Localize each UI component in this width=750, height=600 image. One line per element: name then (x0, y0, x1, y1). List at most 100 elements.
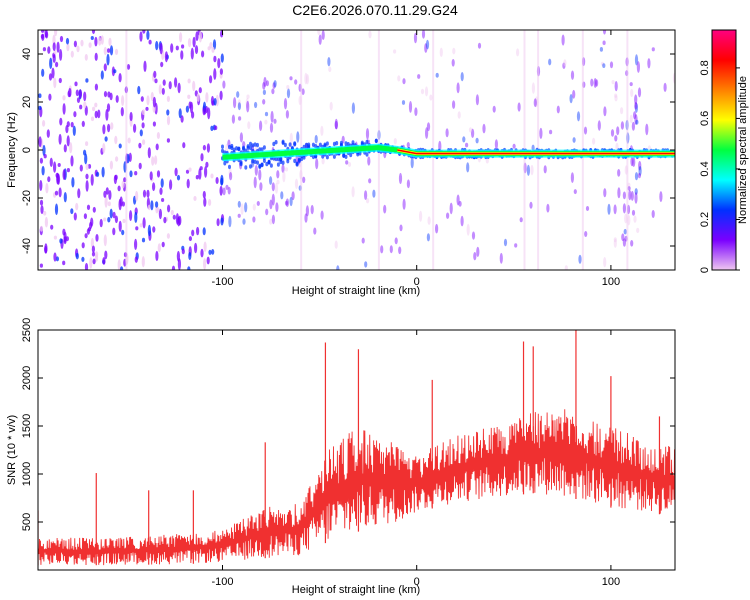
spectrogram-band-blob (332, 154, 336, 159)
spectrogram-band-blob (304, 142, 308, 148)
spectrogram-noise-blob (629, 114, 633, 124)
x-tick-label: -100 (211, 276, 233, 288)
spectrogram-y-axis-label: Frequency (Hz) (6, 112, 18, 188)
spectrogram-band-blob (318, 142, 322, 147)
spectrogram-noise-blob (99, 218, 103, 228)
spectrogram-noise-blob (142, 217, 146, 229)
spectrogram-band-blob (253, 142, 257, 147)
spectrogram-noise-blob (301, 88, 305, 95)
spectrogram-noise-blob (445, 128, 449, 138)
spectrogram-noise-blob (564, 265, 568, 270)
spectrogram-noise-blob (63, 236, 67, 245)
spectrogram-noise-blob (40, 34, 45, 39)
spectrogram-noise-blob (274, 182, 279, 194)
spectrogram-noise-blob (620, 107, 624, 115)
spectrogram-noise-blob (84, 262, 89, 270)
spectrogram-noise-blob (97, 109, 101, 119)
spectrogram-noise-blob (286, 88, 291, 99)
spectrogram-noise-blob (546, 203, 550, 213)
spectrogram-noise-blob (210, 95, 215, 106)
spectrogram-noise-blob (616, 126, 620, 136)
spectrogram-noise-blob (185, 169, 190, 174)
spectrogram-noise-blob (229, 172, 233, 181)
spectrogram-band-blob (251, 159, 255, 164)
spectrogram-noise-blob (76, 45, 80, 53)
spectrogram-noise-blob (92, 258, 96, 265)
spectrogram-noise-blob (145, 106, 149, 111)
spectrogram-noise-blob (83, 91, 87, 102)
spectrogram-noise-blob (65, 37, 70, 45)
spectrogram-noise-blob (68, 87, 72, 98)
spectrogram-noise-blob (304, 213, 308, 223)
spectrogram-noise-blob (122, 218, 126, 224)
snr-panel: -100 0 100 500 1000 1500 2000 2500 Height of st… (6, 318, 676, 596)
spectrogram-band-blob (228, 164, 231, 170)
spectrogram-noise-blob (171, 265, 176, 270)
spectrogram-noise-blob (494, 139, 498, 150)
spectrogram-noise-blob (139, 31, 143, 42)
spectrogram-noise-blob (427, 216, 431, 225)
spectrogram-noise-blob (429, 94, 433, 101)
spectrogram-noise-blob (193, 196, 197, 201)
spectrogram-noise-blob (44, 216, 49, 228)
spectrogram-noise-blob (103, 190, 107, 198)
spectrogram-noise-blob (237, 200, 241, 208)
spectrogram-noise-blob (70, 50, 74, 58)
spectrogram-noise-blob (66, 168, 70, 173)
spectrogram-noise-blob (320, 125, 324, 136)
spectrogram-noise-blob (310, 204, 314, 215)
spectrogram-noise-blob (651, 47, 655, 52)
spectrogram-noise-blob (76, 97, 81, 103)
spectrogram-noise-blob (148, 39, 152, 45)
spectrogram-noise-blob (517, 102, 521, 112)
spectrogram-noise-blob (622, 238, 627, 247)
spectrogram-noise-blob (368, 30, 372, 39)
spectrogram-noise-blob (38, 105, 42, 111)
spectrogram-noise-blob (55, 256, 60, 262)
spectrogram-noise-blob (42, 47, 47, 52)
spectrogram-noise-blob (214, 125, 218, 131)
spectrogram-noise-blob (56, 41, 60, 53)
spectrogram-noise-blob (142, 139, 146, 145)
spectrogram-noise-blob (452, 100, 456, 109)
spectrogram-noise-blob (477, 42, 482, 49)
spectrogram-noise-blob (475, 137, 479, 144)
spectrogram-noise-blob (114, 48, 119, 56)
spectrogram-band-blob (314, 144, 318, 149)
spectrogram-noise-blob (219, 185, 223, 196)
spectrogram-noise-blob (103, 91, 108, 98)
spectrogram-noise-blob (393, 138, 397, 145)
spectrogram-noise-blob (514, 243, 518, 248)
spectrogram-noise-blob (417, 74, 421, 79)
spectrogram-noise-blob (289, 76, 293, 81)
spectrogram-noise-blob (380, 245, 384, 254)
spectrogram-band-blob (221, 144, 224, 149)
spectrogram-noise-blob (406, 142, 410, 148)
spectrogram-noise-blob (634, 192, 638, 204)
spectrogram-noise-blob (449, 202, 453, 215)
spectrogram-noise-blob (187, 94, 191, 100)
spectrogram-noise-blob (175, 45, 179, 51)
spectrogram-noise-blob (202, 227, 206, 236)
spectrogram-noise-blob (75, 202, 79, 211)
colorbar-tick-label: 0.4 (699, 161, 711, 176)
spectrogram-noise-blob (91, 30, 96, 35)
spectrogram-noise-blob (180, 115, 184, 123)
spectrogram-noise-blob (269, 122, 274, 133)
spectrogram-band-blob (253, 159, 257, 164)
spectrogram-noise-blob (281, 164, 285, 173)
spectrogram-noise-blob (38, 136, 42, 148)
spectrogram-noise-blob (151, 156, 155, 166)
y-tick-label: 0 (21, 147, 33, 153)
spectrogram-noise-blob (138, 142, 142, 149)
spectrogram-band-blob (286, 156, 290, 161)
spectrogram-noise-blob (271, 88, 275, 95)
spectrogram-band-blob (349, 152, 353, 158)
spectrogram-noise-blob (79, 104, 83, 110)
spectrogram-band-blob (256, 160, 259, 165)
spectrogram-noise-blob (100, 35, 104, 45)
x-tick-label: 100 (602, 576, 620, 588)
spectrogram-noise-blob (637, 172, 642, 179)
spectrogram-noise-blob (242, 218, 246, 225)
spectrogram-band-blob (342, 153, 346, 158)
